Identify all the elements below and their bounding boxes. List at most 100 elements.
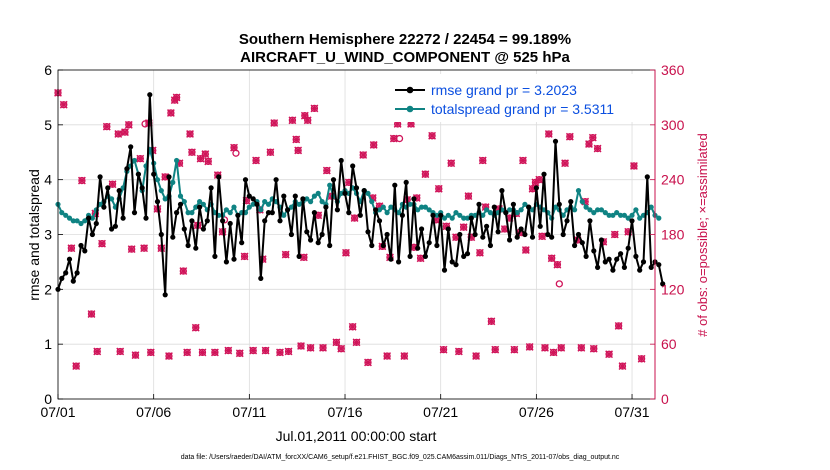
- obs-assimilated-point: [519, 156, 527, 165]
- legend-spread-label: totalspread grand pr = 3.5311: [431, 101, 614, 117]
- obs-assimilated-point: [464, 192, 473, 201]
- rmse-point: [507, 237, 513, 243]
- spread-point: [618, 212, 624, 218]
- obs-assimilated-point: [204, 157, 213, 166]
- x-tick-label: 07/21: [423, 404, 458, 420]
- spread-point: [453, 210, 459, 216]
- obs-assimilated-point: [487, 317, 496, 326]
- rmse-point: [181, 226, 187, 232]
- rmse-point: [174, 210, 180, 216]
- rmse-point: [457, 231, 463, 238]
- spread-point: [449, 215, 455, 221]
- rmse-point: [495, 229, 501, 235]
- rmse-point: [598, 237, 605, 243]
- rmse-point: [254, 201, 260, 207]
- spread-point: [415, 207, 421, 213]
- rmse-point: [411, 196, 417, 202]
- legend-rmse-label: rmse grand pr = 3.2023: [431, 82, 577, 98]
- spread-point: [131, 157, 138, 164]
- rmse-point: [518, 226, 524, 232]
- spread-point: [185, 210, 191, 216]
- obs-assimilated-point: [319, 343, 327, 352]
- obs-assimilated-point: [240, 252, 249, 261]
- obs-assimilated-point: [541, 343, 549, 352]
- rmse-point: [480, 234, 486, 240]
- rmse-point: [86, 215, 92, 221]
- obs-assimilated-point: [478, 156, 487, 165]
- legend-spread-marker: [406, 105, 414, 113]
- rmse-point: [311, 210, 317, 216]
- obs-assimilated-point: [350, 214, 359, 222]
- rmse-point: [300, 196, 306, 202]
- x-tick-label: 07/26: [519, 404, 554, 420]
- y-tick-label: 0: [44, 391, 52, 407]
- obs-assimilated-point: [102, 122, 111, 131]
- rmse-point: [514, 234, 520, 240]
- spread-point: [407, 201, 413, 207]
- rmse-point: [327, 242, 333, 249]
- rmse-point: [361, 188, 367, 194]
- obs-assimilated-point: [565, 132, 574, 141]
- rmse-point: [315, 240, 321, 246]
- spread-point: [579, 199, 585, 205]
- spread-point: [63, 212, 69, 218]
- obs-possible-point: [555, 280, 563, 288]
- rmse-point: [277, 218, 283, 224]
- obs-assimilated-point: [210, 348, 219, 357]
- spread-point: [575, 188, 582, 194]
- rmse-point: [606, 256, 612, 262]
- x-tick-label: 07/31: [615, 404, 650, 420]
- spread-point: [365, 190, 371, 196]
- spread-point: [288, 204, 294, 210]
- rmse-point: [621, 264, 628, 270]
- rmse-point: [629, 218, 635, 224]
- obs-assimilated-point: [637, 354, 646, 363]
- rmse-point: [373, 207, 379, 213]
- obs-assimilated-point: [359, 151, 368, 159]
- rmse-point: [399, 212, 405, 218]
- rmse-point: [537, 223, 543, 229]
- rmse-point: [66, 256, 73, 262]
- obs-assimilated-point: [124, 120, 133, 129]
- obs-assimilated-point: [630, 162, 638, 170]
- rmse-point: [656, 262, 662, 268]
- obs-assimilated-point: [510, 345, 519, 354]
- obs-assimilated-point: [191, 323, 200, 332]
- rmse-point: [82, 248, 88, 254]
- spread-point: [200, 201, 206, 207]
- rmse-point: [143, 215, 149, 221]
- rmse-point: [101, 204, 107, 210]
- rmse-point: [430, 212, 436, 218]
- spread-point: [197, 199, 203, 205]
- obs-assimilated-point: [179, 267, 188, 275]
- rmse-point: [59, 275, 65, 281]
- rmse-point: [346, 210, 352, 216]
- obs-assimilated-point: [249, 346, 258, 355]
- rmse-point: [200, 226, 206, 232]
- spread-point: [461, 215, 467, 221]
- rmse-point: [70, 278, 76, 284]
- spread-point: [518, 207, 524, 213]
- obs-assimilated-point: [131, 351, 140, 360]
- rmse-point: [128, 144, 134, 150]
- rmse-point: [220, 218, 226, 224]
- rmse-point: [503, 210, 509, 216]
- rmse-point: [422, 253, 428, 259]
- y2-tick-label: 300: [661, 117, 685, 133]
- obs-assimilated-point: [459, 223, 468, 232]
- obs-assimilated-point: [72, 362, 81, 371]
- rmse-point: [288, 231, 294, 238]
- rmse-point: [484, 223, 490, 229]
- obs-assimilated-point: [292, 135, 301, 144]
- obs-assimilated-point: [281, 250, 290, 259]
- spread-point: [384, 210, 390, 216]
- spread-point: [258, 207, 264, 213]
- spread-point: [154, 177, 161, 183]
- legend-box: [390, 74, 652, 122]
- spread-point: [422, 204, 428, 210]
- obs-assimilated-point: [547, 254, 556, 263]
- rmse-point: [308, 237, 314, 243]
- rmse-point: [208, 185, 214, 191]
- obs-assimilated-point: [186, 130, 194, 138]
- rmse-point: [74, 270, 80, 276]
